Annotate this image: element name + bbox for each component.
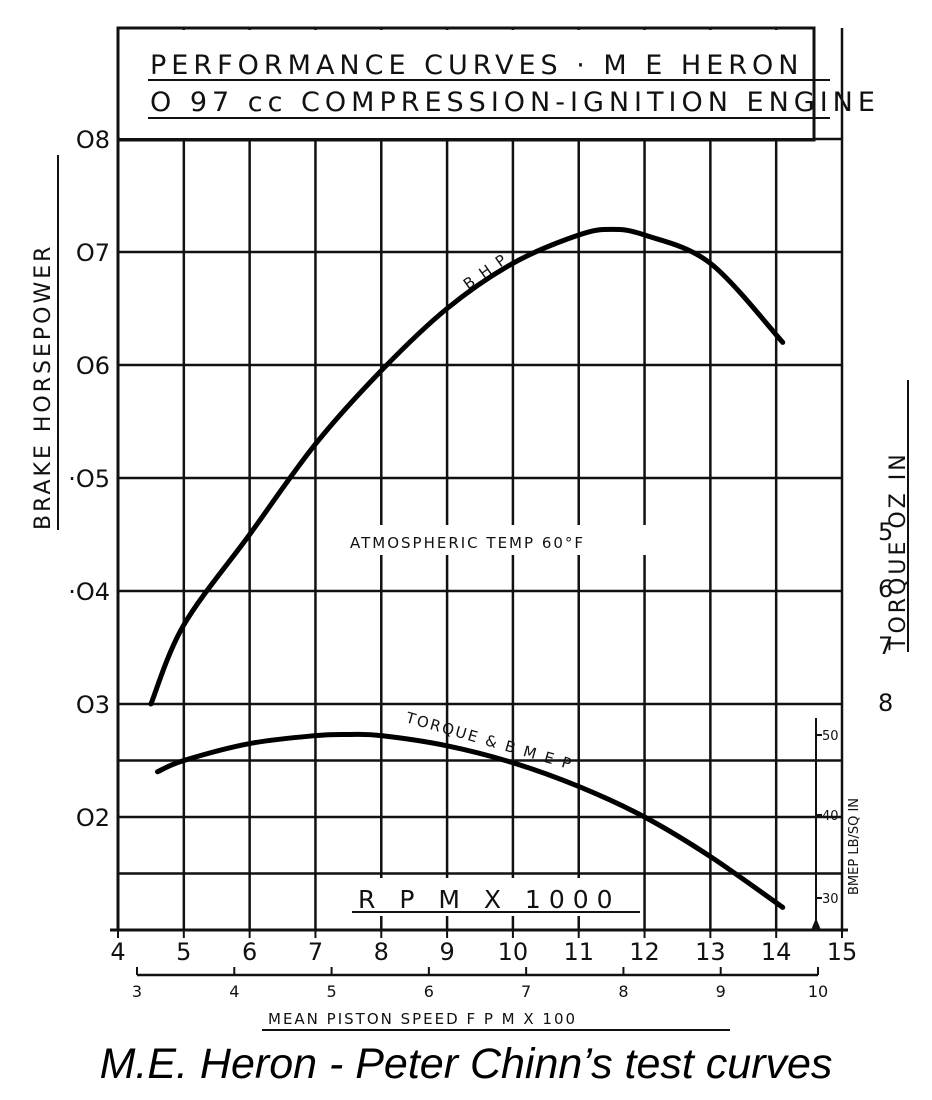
image-caption: M.E. Heron - Peter Chinn’s test curves xyxy=(99,1040,833,1088)
y-tick-label: ·O4 xyxy=(68,578,110,606)
x2-tick-label: 4 xyxy=(229,982,239,1001)
torque-tick-label: 8 xyxy=(878,689,893,717)
x-tick-label: 9 xyxy=(439,938,454,966)
x-axis-ticks: 4 5 6 7 8 9 10 11 12 13 14 15 xyxy=(110,930,857,966)
top-frame xyxy=(116,26,816,142)
chart-subtitle: O 97 cc COMPRESSION-IGNITION ENGINE xyxy=(150,87,880,118)
y-tick-label: O8 xyxy=(76,126,110,154)
x-tick-label: 8 xyxy=(374,938,389,966)
x-axis-label: R P M X 1000 xyxy=(358,885,621,914)
x-tick-label: 13 xyxy=(695,938,726,966)
x2-tick-label: 3 xyxy=(132,982,142,1001)
x-tick-label: 11 xyxy=(563,938,594,966)
performance-chart: PERFORMANCE CURVES · M E HERON O 97 cc C… xyxy=(31,26,911,1031)
torque-tick-label: 6 xyxy=(878,575,893,603)
annotation-background xyxy=(340,525,700,555)
y-tick-label: O7 xyxy=(76,239,110,267)
xlabel-background xyxy=(345,878,640,916)
x-tick-label: 6 xyxy=(242,938,257,966)
torque-axis-label: TORQUE OZ IN xyxy=(886,451,911,651)
x-tick-label: 7 xyxy=(308,938,323,966)
x2-tick-label: 8 xyxy=(618,982,628,1001)
title-box-fill xyxy=(120,30,814,138)
x2-tick-label: 7 xyxy=(521,982,531,1001)
x-tick-label: 5 xyxy=(176,938,191,966)
bmep-tick-label: 50 xyxy=(822,729,839,744)
x2-axis-label: MEAN PISTON SPEED F P M X 100 xyxy=(268,1010,577,1028)
y-tick-label: ·O5 xyxy=(68,465,110,493)
torque-tick-label: 7 xyxy=(878,632,893,660)
x-tick-label: 12 xyxy=(629,938,660,966)
x-tick-label: 14 xyxy=(761,938,792,966)
bmep-axis: 50 40 30 BMEP LB/SQ IN xyxy=(811,718,862,930)
bmep-axis-label: BMEP LB/SQ IN xyxy=(847,798,862,895)
x2-tick-label: 6 xyxy=(424,982,434,1001)
chart-title: PERFORMANCE CURVES · M E HERON xyxy=(150,50,804,81)
y-axis-ticks: O8 O7 O6 ·O5 ·O4 O3 O2 xyxy=(68,126,110,832)
x2-tick-label: 5 xyxy=(326,982,336,1001)
x-tick-label: 15 xyxy=(827,938,858,966)
y-axis-label: BRAKE HORSEPOWER xyxy=(31,244,56,530)
y-tick-label: O3 xyxy=(76,691,110,719)
x-tick-label: 10 xyxy=(498,938,529,966)
piston-speed-axis-ticks: 3 4 5 6 7 8 9 10 xyxy=(132,967,828,1001)
bmep-tick-label: 30 xyxy=(822,892,839,907)
y-tick-label: O2 xyxy=(76,804,110,832)
bhp-curve xyxy=(148,226,786,707)
atmospheric-temp-annotation: ATMOSPHERIC TEMP 60°F xyxy=(350,534,585,552)
x2-tick-label: 10 xyxy=(808,982,828,1001)
torque-axis-ticks: 8 7 6 5 xyxy=(878,518,893,717)
x2-tick-label: 9 xyxy=(716,982,726,1001)
torque-bmep-curve xyxy=(154,731,786,910)
bmep-tick-label: 40 xyxy=(822,809,839,824)
torque-tick-label: 5 xyxy=(878,518,893,546)
x-tick-label: 4 xyxy=(110,938,125,966)
y-tick-label: O6 xyxy=(76,352,110,380)
chart-grid xyxy=(110,28,848,932)
bmep-axis-marker xyxy=(811,918,821,930)
